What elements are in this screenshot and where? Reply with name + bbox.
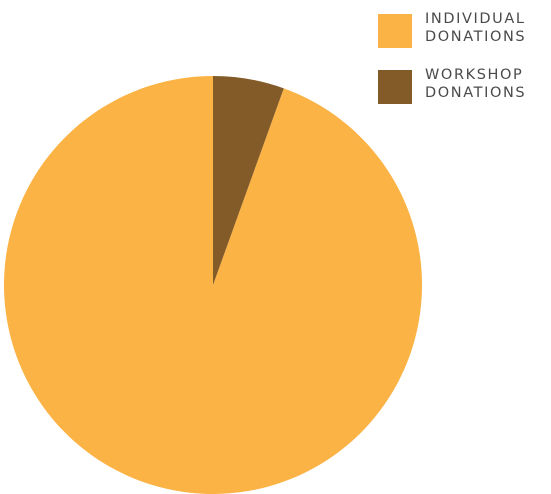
legend-item-individual-donations: INDIVIDUAL DONATIONS	[378, 10, 550, 66]
legend-label-workshop-donations: WORKSHOP DONATIONS	[425, 67, 527, 101]
legend-label-individual-donations: INDIVIDUAL DONATIONS	[425, 11, 527, 45]
legend: INDIVIDUAL DONATIONS WORKSHOP DONATIONS	[378, 10, 550, 122]
pie-slices	[3, 76, 422, 494]
legend-swatch-workshop-donations	[378, 70, 412, 104]
pie-slice-individual-donations	[3, 76, 422, 494]
legend-item-workshop-donations: WORKSHOP DONATIONS	[378, 66, 550, 122]
legend-swatch-individual-donations	[378, 14, 412, 48]
pie-slice-workshop-donations	[213, 76, 284, 285]
